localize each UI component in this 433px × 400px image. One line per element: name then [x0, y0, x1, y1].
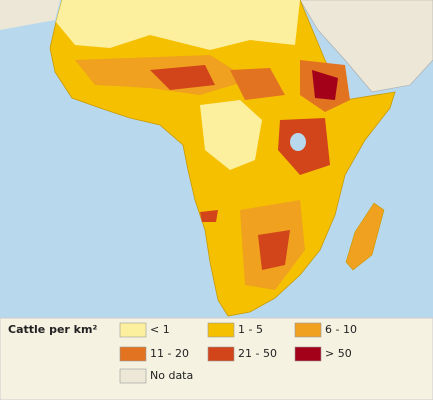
congo-basin — [200, 100, 262, 170]
sahara — [56, 0, 300, 50]
legend-label: < 1 — [150, 323, 170, 336]
madagascar — [345, 202, 385, 271]
legend-swatch — [119, 368, 147, 384]
angola-patch — [200, 210, 218, 222]
legend-swatch — [294, 346, 322, 362]
legend-label: 21 - 50 — [238, 347, 277, 360]
lake-victoria — [290, 133, 306, 151]
legend-label: 11 - 20 — [150, 347, 189, 360]
legend-label: 6 - 10 — [325, 323, 357, 336]
sahel-dense — [150, 65, 215, 90]
legend-label: 1 - 5 — [238, 323, 263, 336]
legend-swatch — [207, 322, 235, 338]
legend-label: > 50 — [325, 347, 352, 360]
sudan — [230, 68, 285, 100]
legend-swatch — [119, 346, 147, 362]
europe — [0, 0, 60, 30]
zimbabwe — [258, 230, 290, 270]
legend-swatch — [207, 346, 235, 362]
arabia — [299, 0, 433, 93]
legend-swatch — [294, 322, 322, 338]
legend-swatch — [119, 322, 147, 338]
ethiopia-highlands — [312, 70, 338, 100]
legend-title: Cattle per km² — [8, 323, 97, 336]
legend-label: No data — [150, 369, 193, 382]
